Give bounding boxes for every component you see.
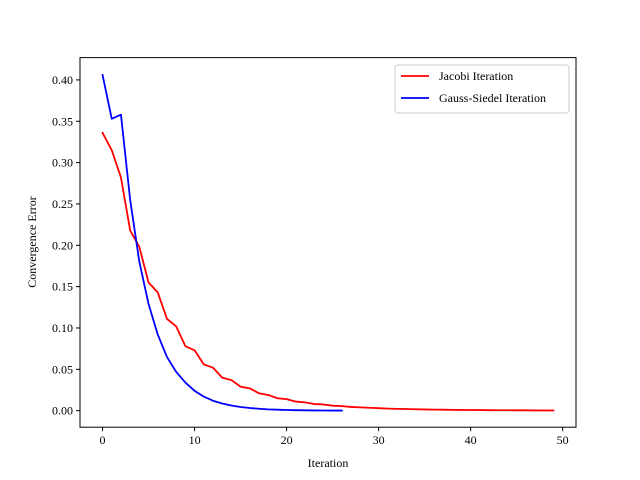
x-tick-label: 10 xyxy=(189,433,201,447)
y-axis: 0.00 0.05 0.10 0.15 0.20 0.25 0.30 0.35 0.40 xyxy=(52,73,80,418)
x-tick-label: 20 xyxy=(281,433,293,447)
x-axis-label: Iteration xyxy=(308,456,349,470)
y-tick-label: 0.00 xyxy=(52,404,73,418)
legend: Jacobi Iteration Gauss-Siedel Iteration xyxy=(394,64,570,114)
y-axis-label: Convergence Error xyxy=(25,196,39,287)
x-tick-label: 50 xyxy=(557,433,569,447)
legend-label-gauss-siedel: Gauss-Siedel Iteration xyxy=(439,91,546,105)
x-tick-label: 30 xyxy=(373,433,385,447)
series-line-jacobi xyxy=(101,131,555,412)
y-tick-label: 0.15 xyxy=(52,280,73,294)
y-tick-label: 0.05 xyxy=(52,362,73,376)
legend-box xyxy=(394,64,570,114)
y-tick-label: 0.30 xyxy=(52,156,73,170)
y-tick-label: 0.25 xyxy=(52,197,73,211)
plot-frame xyxy=(79,57,577,428)
y-tick-label: 0.20 xyxy=(52,238,73,252)
y-tick-label: 0.40 xyxy=(52,73,73,87)
x-tick-label: 40 xyxy=(465,433,477,447)
x-tick-label: 0 xyxy=(100,433,106,447)
x-axis: 0 10 20 30 40 50 xyxy=(100,427,569,447)
plot-area xyxy=(79,57,577,428)
y-tick-label: 0.35 xyxy=(52,114,73,128)
y-tick-label: 0.10 xyxy=(52,321,73,335)
series-line-gauss-siedel xyxy=(101,73,343,412)
legend-label-jacobi: Jacobi Iteration xyxy=(439,69,513,83)
